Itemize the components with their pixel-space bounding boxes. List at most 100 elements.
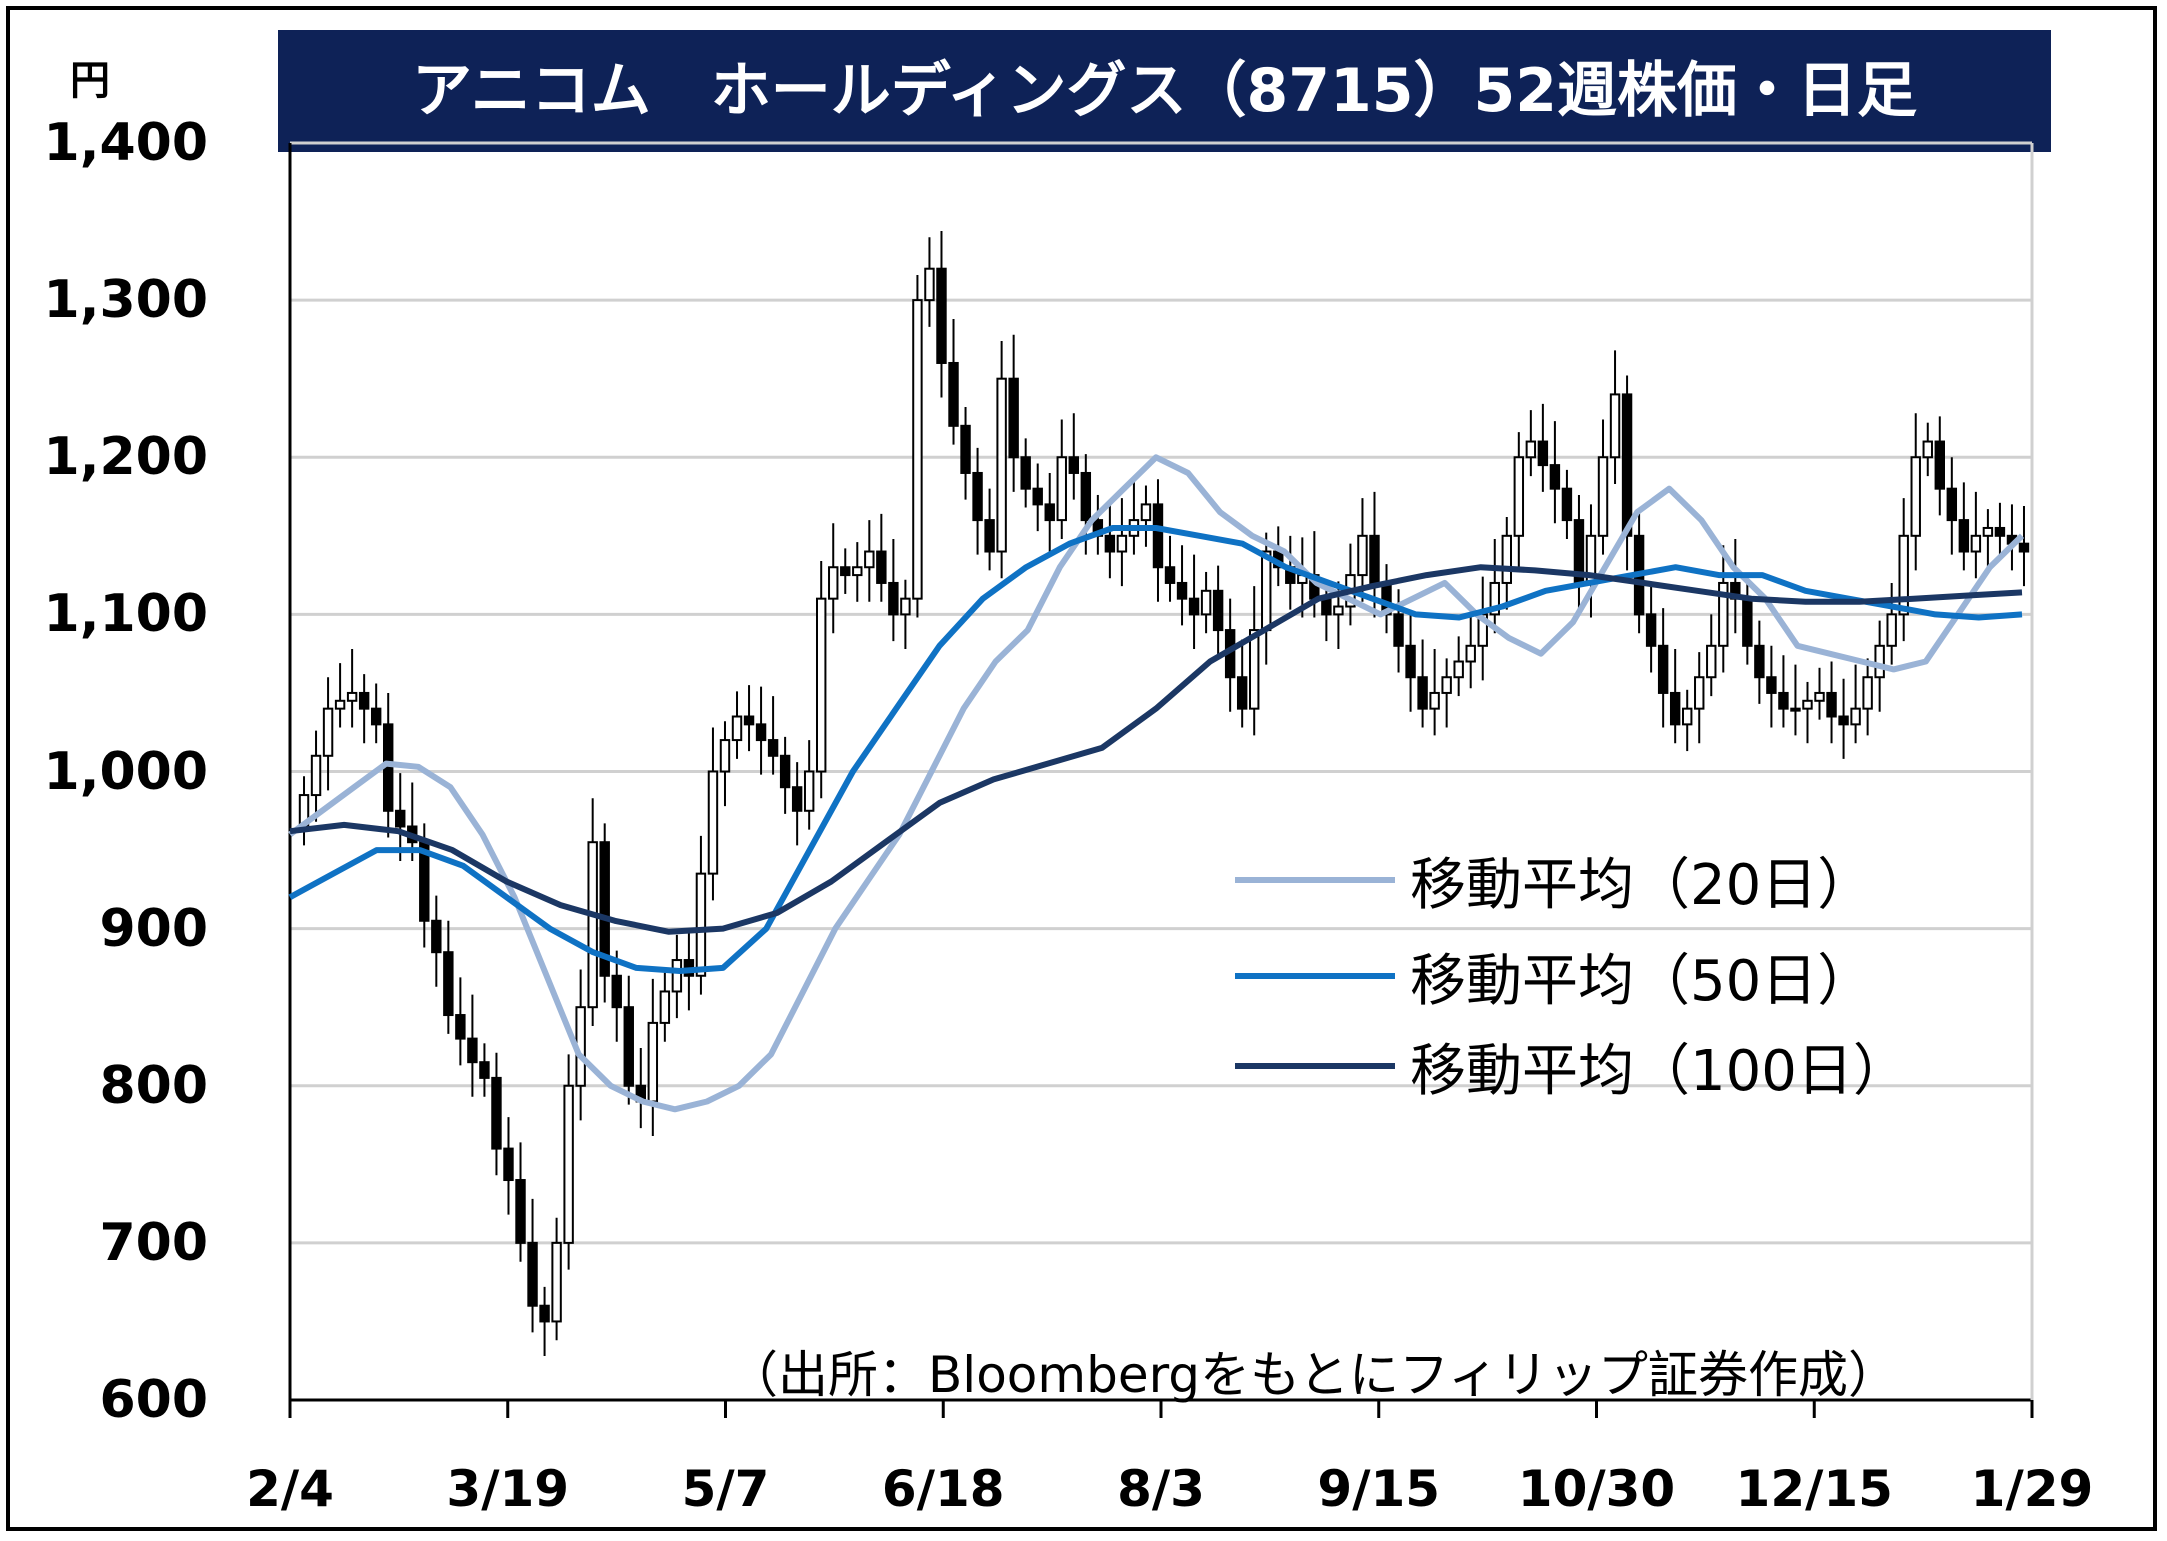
candle: [707, 727, 719, 901]
y-tick-label: 1,000: [43, 741, 208, 802]
candle: [864, 520, 875, 602]
candle: [1128, 476, 1140, 555]
candle: [623, 975, 634, 1105]
candle-body: [1164, 566, 1176, 584]
candle-body: [1393, 613, 1404, 647]
x-tick-label: 6/18: [881, 1460, 1005, 1518]
candle-body: [1200, 589, 1212, 616]
candle-body: [1116, 534, 1128, 553]
legend-label: 移動平均（50日）: [1410, 949, 1874, 1014]
candle: [984, 488, 995, 571]
candle: [1212, 565, 1224, 657]
candle: [647, 978, 659, 1137]
candle: [1248, 586, 1260, 736]
candle: [395, 773, 406, 862]
candle: [1886, 582, 1897, 665]
candle: [755, 686, 767, 775]
candle: [1609, 350, 1621, 484]
candle: [1706, 614, 1717, 697]
candle-body: [1501, 534, 1513, 584]
candle: [503, 1117, 514, 1215]
candle: [1970, 491, 1982, 579]
candle: [1826, 661, 1837, 744]
candle-body: [322, 707, 334, 757]
candle-body: [1489, 581, 1500, 616]
candle-body: [1657, 644, 1669, 694]
candle-body: [1802, 699, 1813, 710]
candle: [1044, 472, 1055, 555]
candle-body: [1862, 676, 1873, 710]
candle: [840, 548, 851, 594]
y-tick-label: 800: [99, 1055, 208, 1116]
candle: [1958, 482, 1970, 571]
candle: [972, 447, 983, 555]
candle-body: [1742, 597, 1753, 647]
candle: [1597, 419, 1609, 555]
candle: [948, 318, 959, 445]
candle-body: [1621, 393, 1633, 537]
candle-body: [395, 809, 406, 828]
candle: [1982, 509, 1994, 571]
candle-body: [467, 1037, 478, 1064]
candle-body: [623, 1006, 634, 1087]
candle: [1573, 494, 1585, 610]
candle-body: [755, 723, 767, 742]
candle-body: [1188, 597, 1200, 616]
candle: [1742, 579, 1753, 665]
candle: [1537, 403, 1549, 492]
candle: [1730, 538, 1741, 634]
candle: [1429, 648, 1440, 736]
candle: [1922, 422, 1933, 477]
candle: [635, 1048, 647, 1129]
candle: [322, 677, 334, 791]
candle-body: [647, 1021, 659, 1103]
y-tick-label: 1,200: [43, 427, 208, 488]
candle: [1236, 639, 1248, 728]
candle: [1525, 410, 1537, 477]
candle-body: [1333, 605, 1344, 616]
candle: [1838, 678, 1849, 759]
candle-body: [1525, 440, 1537, 459]
candle-body: [900, 597, 911, 616]
candle: [719, 721, 731, 807]
candle-body: [587, 841, 598, 1009]
candle: [334, 663, 346, 728]
candle: [1152, 479, 1164, 602]
candle: [346, 648, 358, 728]
candle-body: [659, 990, 671, 1024]
candle-body: [515, 1179, 526, 1244]
candle: [1994, 502, 2006, 555]
candle: [2018, 505, 2030, 587]
candle: [1381, 564, 1392, 634]
candle: [1561, 469, 1573, 539]
candle: [1092, 494, 1104, 555]
candle: [611, 950, 622, 1042]
candle-body: [1176, 581, 1188, 600]
candle: [1657, 608, 1669, 728]
y-tick-label: 1,100: [43, 584, 208, 645]
ma100-line: [289, 564, 2023, 935]
candle: [1802, 681, 1813, 744]
candle-body: [1321, 597, 1332, 616]
candle: [358, 674, 370, 744]
candle-body: [1970, 534, 1982, 553]
candle: [1417, 639, 1428, 728]
candle-body: [1549, 464, 1561, 490]
candle-body: [1718, 581, 1729, 647]
source-note: （出所：Bloombergをもとにフィリップ証券作成）: [728, 1346, 1898, 1404]
grid-lines: [290, 141, 2032, 1245]
candle: [828, 523, 839, 634]
candle-body: [443, 951, 454, 1017]
candle-body: [1513, 456, 1525, 537]
candle-body: [1032, 487, 1043, 506]
candle-body: [960, 424, 971, 474]
candle-body: [503, 1147, 514, 1182]
candle-body: [1248, 629, 1260, 710]
title-bar: [278, 30, 2051, 152]
candle-body: [1597, 456, 1609, 537]
candle-body: [1429, 691, 1440, 710]
candle: [1513, 432, 1525, 571]
ma50-line: [288, 525, 2023, 974]
candle-body: [1934, 440, 1946, 490]
candle: [1068, 413, 1080, 500]
